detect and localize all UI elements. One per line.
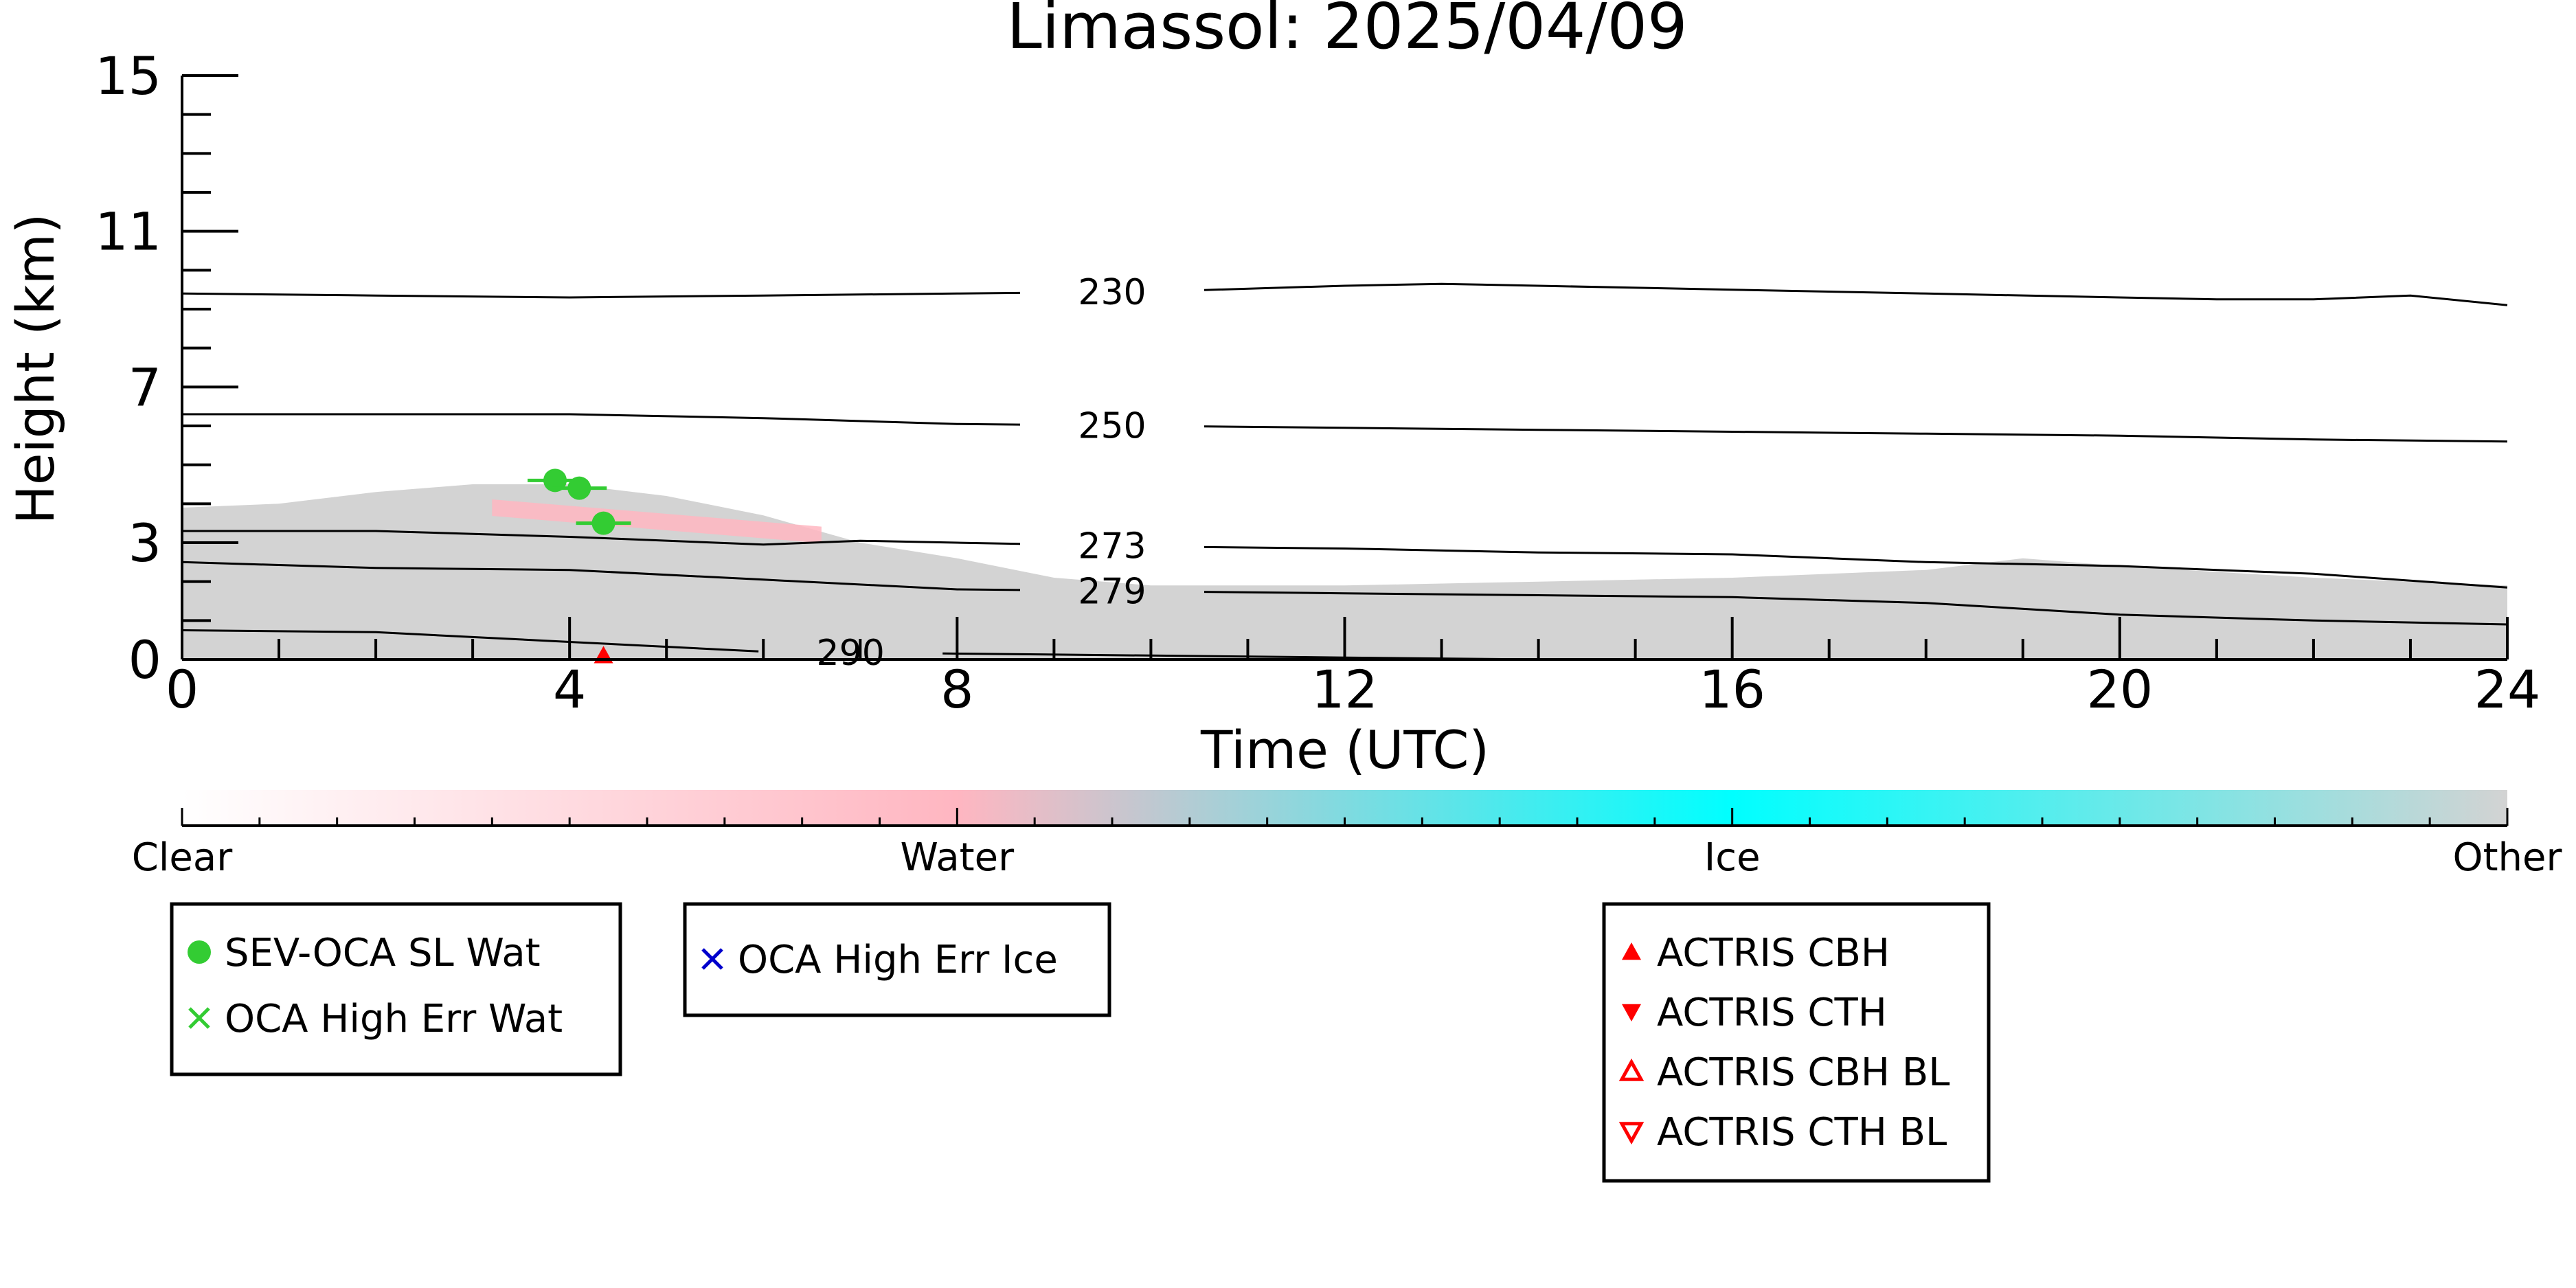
legend-label: OCA High Err Wat	[225, 997, 563, 1041]
data-markers	[528, 468, 631, 664]
sev-oca-sl-wat-point-1	[567, 476, 591, 500]
x-tick-label: 0	[166, 659, 199, 720]
contour-label-273: 273	[1078, 526, 1146, 567]
legend-marker	[188, 1007, 210, 1029]
y-tick-label: 7	[128, 357, 161, 418]
legend: SEV-OCA SL Wat OCA High Err Wat OCA High E…	[170, 902, 1991, 1183]
colorbar-label-other: Other	[2452, 835, 2562, 880]
colorbar-label-water: Water	[901, 835, 1015, 880]
legend-label: ACTRIS CBH	[1657, 931, 1890, 975]
y-tick-label: 11	[95, 201, 161, 262]
plot-area	[182, 484, 2507, 659]
legend-label: OCA High Err Ice	[738, 938, 1058, 982]
legend-marker	[1622, 1004, 1641, 1021]
sev-oca-sl-wat-point-0	[543, 468, 567, 493]
legend-marker	[701, 948, 723, 970]
legend-marker	[1618, 1058, 1645, 1081]
phase-colorbar: Clear Water Ice Other	[132, 790, 2562, 880]
legend-box-1	[683, 902, 1111, 1017]
contour-line-250	[182, 413, 1021, 426]
contour-label-290: 290	[817, 633, 885, 674]
x-tick-label: 20	[2086, 659, 2153, 720]
sev-oca-sl-wat-point-2	[591, 511, 615, 535]
y-axis-label: Height (km)	[5, 214, 66, 525]
colorbar-label-clear: Clear	[132, 835, 233, 880]
y-tick-label: 15	[95, 45, 161, 106]
y-tick-label: 0	[128, 629, 161, 690]
legend-label: ACTRIS CTH BL	[1657, 1110, 1947, 1155]
contour-line-290	[181, 629, 759, 653]
axes: 0 4 8 12 16 20 24 0 3 7 11 15	[95, 45, 2540, 720]
x-tick-label: 4	[553, 659, 586, 720]
x-tick-label: 16	[1699, 659, 1765, 720]
legend-label: ACTRIS CTH	[1657, 991, 1887, 1035]
legend-box-2	[1602, 902, 1991, 1183]
contour-line-273	[1204, 545, 2508, 589]
contour-line-279	[181, 561, 1021, 591]
contour-line-230	[1204, 282, 2508, 306]
contour-label-230: 230	[1078, 272, 1146, 313]
contour-line-250	[1204, 425, 2508, 443]
contour-line-273	[182, 530, 1021, 546]
legend-marker	[188, 940, 211, 964]
legend-box-0	[170, 902, 622, 1076]
colorbar-label-ice: Ice	[1704, 835, 1761, 880]
x-tick-label: 12	[1311, 659, 1378, 720]
contour-line-279	[1204, 591, 2508, 626]
x-axis-label: Time (UTC)	[1200, 719, 1489, 780]
legend-marker	[1618, 1122, 1645, 1145]
water-cloud-region	[492, 499, 822, 543]
x-tick-label: 8	[940, 659, 973, 720]
legend-label: SEV-OCA SL Wat	[225, 931, 541, 975]
x-tick-label: 24	[2474, 659, 2541, 720]
legend-label: ACTRIS CBH BL	[1657, 1050, 1950, 1095]
y-tick-label: 3	[128, 512, 161, 574]
contour-label-250: 250	[1078, 405, 1146, 447]
contour-line-230	[181, 291, 1021, 299]
contour-label-279: 279	[1078, 571, 1146, 612]
chart-title: Limassol: 2025/04/09	[1006, 0, 1687, 63]
legend-marker	[1622, 942, 1641, 960]
